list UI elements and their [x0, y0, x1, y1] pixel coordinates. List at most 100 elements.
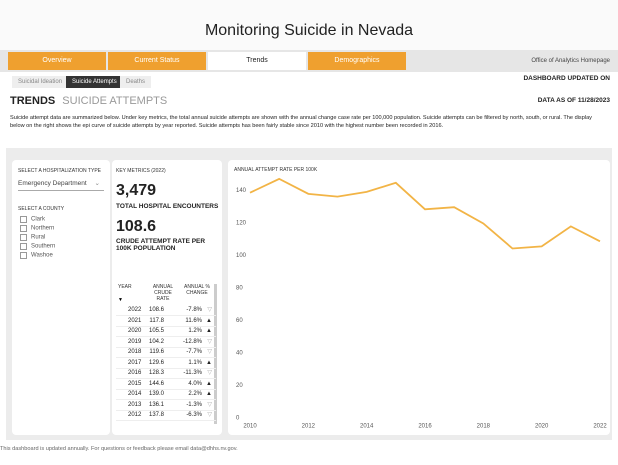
y-tick-label: 120 — [236, 220, 247, 226]
rate-cell: 108.6 — [148, 307, 164, 313]
y-tick-label: 0 — [236, 416, 240, 422]
year-cell: 2013 — [128, 401, 142, 408]
change-cell: -6.3% — [186, 412, 202, 418]
chart: 0 20 40 60 80 100 120 140 2010 2012 2014 2016 2018 20… — [236, 177, 607, 430]
down-arrow: ▽ — [207, 307, 212, 313]
year-cell: 2019 — [128, 338, 142, 345]
chart-card: ANNUAL ATTEMPT RATE PER 100K 0 20 40 60 80 10… — [228, 160, 610, 435]
checkbox — [20, 225, 27, 232]
change-cell: 1.2% — [188, 328, 202, 334]
page-title: Monitoring Suicide in Nevada — [204, 22, 414, 39]
down-arrow: ▽ — [207, 338, 212, 345]
metrics-label: KEY METRICS (2022) — [116, 168, 166, 174]
county-option[interactable]: Washoe — [20, 252, 53, 259]
sort-icon[interactable]: ▼ — [118, 297, 123, 303]
rate-cell: 137.8 — [148, 412, 164, 418]
filter-label: SELECT A HOSPITALIZATION TYPE — [18, 168, 101, 174]
chart-title: ANNUAL ATTEMPT RATE PER 100K — [234, 167, 318, 173]
table-row: 2017 129.6 1.1% ▲ — [116, 359, 216, 369]
section-title-main: TRENDS — [10, 95, 56, 107]
sub-tab[interactable]: Deaths — [120, 76, 152, 88]
change-cell: -7.7% — [186, 349, 202, 355]
rate-cell: 136.1 — [148, 401, 164, 408]
y-tick-label: 60 — [236, 318, 243, 324]
table-row: 2012 137.8 -6.3% ▽ — [116, 411, 216, 421]
data-as-of: DATA AS OF 11/28/2023 — [537, 97, 610, 104]
change-cell: 2.2% — [188, 391, 202, 397]
y-tick-label: 140 — [236, 188, 247, 194]
table-row: 2014 139.0 2.2% ▲ — [116, 390, 216, 400]
year-cell: 2014 — [128, 391, 142, 397]
down-arrow: ▽ — [207, 349, 212, 355]
x-tick-label: 2016 — [418, 424, 432, 430]
scrollbar[interactable] — [214, 284, 217, 424]
year-cell: 2020 — [128, 328, 142, 334]
line-series — [249, 177, 601, 250]
year-cell: 2022 — [128, 307, 142, 313]
table-row: 2016 128.3 -11.3% ▽ — [116, 369, 216, 379]
county-option[interactable]: Southern — [20, 243, 55, 250]
up-arrow: ▲ — [206, 380, 212, 387]
change-cell: -1.3% — [186, 401, 202, 408]
rate-cell: 139.0 — [148, 391, 164, 397]
county-option[interactable]: Northern — [20, 225, 54, 232]
rate-cell: 128.3 — [148, 370, 164, 376]
table-header: YEAR — [118, 284, 132, 290]
y-tick-label: 80 — [236, 285, 243, 291]
footer: This dashboard is updated annually. For … — [0, 446, 238, 452]
year-cell: 2017 — [128, 359, 142, 366]
sub-tab-active[interactable]: Suicide Attempts — [66, 76, 123, 88]
checkbox — [20, 243, 27, 250]
year-cell: 2015 — [128, 380, 142, 387]
tab-active[interactable]: Trends — [208, 52, 306, 70]
year-cell: 2016 — [128, 370, 142, 376]
tab[interactable]: Current Status — [108, 52, 206, 70]
change-cell: -11.3% — [183, 370, 202, 376]
up-arrow: ▲ — [206, 391, 212, 397]
up-arrow: ▲ — [206, 317, 212, 324]
county-option[interactable]: Clark — [20, 216, 45, 223]
x-tick-label: 2022 — [593, 424, 607, 430]
x-tick-label: 2012 — [302, 424, 316, 430]
table-row: 2015 144.6 4.0% ▲ — [116, 380, 216, 390]
up-arrow: ▲ — [206, 328, 212, 334]
rate-cell: 104.2 — [148, 338, 164, 345]
table-row: 2018 119.6 -7.7% ▽ — [116, 348, 216, 358]
homepage-link[interactable]: Office of Analytics Homepage — [531, 58, 610, 64]
county-option[interactable]: Rural — [20, 234, 45, 241]
rate-table: YEAR ANNUAL CRUDE RATE ANNUAL % CHANGE ▼… — [116, 284, 218, 434]
tab[interactable]: Overview — [8, 52, 106, 70]
tab[interactable]: Demographics — [308, 52, 406, 70]
section-title: TRENDS SUICIDE ATTEMPTS — [10, 95, 167, 107]
dropdown-value: Emergency Department — [18, 180, 87, 187]
table-header: ANNUAL % CHANGE — [184, 284, 210, 296]
table-row: 2021 117.8 11.6% ▲ — [116, 317, 216, 327]
section-subtitle: SUICIDE ATTEMPTS — [62, 95, 168, 107]
filter-label: SELECT A COUNTY — [18, 206, 65, 212]
metric-value: 3,479 — [116, 182, 157, 199]
up-arrow: ▲ — [206, 359, 212, 366]
x-tick-label: 2018 — [477, 424, 491, 430]
dropdown[interactable]: Emergency Department ⌄ — [18, 178, 104, 191]
rate-cell: 119.6 — [149, 349, 164, 355]
metric-label: CRUDE ATTEMPT RATE PER 100K POPULATION — [116, 238, 206, 252]
rate-cell: 144.6 — [148, 380, 164, 387]
table-row: 2022 108.6 -7.8% ▽ — [116, 306, 216, 316]
description: Suicide attempt data are summarized belo… — [10, 115, 592, 129]
year-cell: 2018 — [128, 349, 142, 355]
metrics-card: KEY METRICS (2022) 3,479 TOTAL HOSPITAL … — [112, 160, 222, 435]
county-name: Northern — [31, 225, 55, 232]
change-cell: -7.8% — [186, 307, 202, 313]
county-name: Washoe — [31, 252, 53, 259]
table-row: 2013 136.1 -1.3% ▽ — [116, 401, 216, 411]
down-arrow: ▽ — [207, 401, 212, 408]
change-cell: 11.6% — [185, 317, 202, 324]
county-name: Southern — [31, 243, 56, 250]
year-cell: 2012 — [128, 412, 142, 418]
year-cell: 2021 — [128, 317, 142, 324]
y-tick-label: 100 — [236, 253, 247, 259]
sub-tab[interactable]: Suicidal Ideation — [12, 76, 69, 88]
x-tick-label: 2020 — [535, 424, 549, 430]
y-tick-label: 40 — [236, 351, 243, 357]
